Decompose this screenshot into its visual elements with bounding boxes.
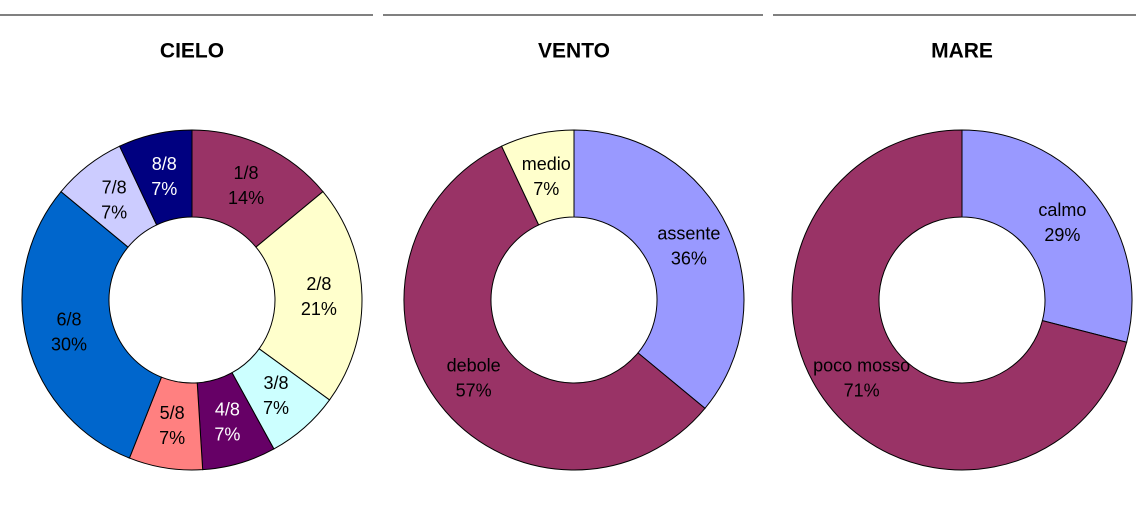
chart-title: MARE [931,40,993,63]
slice-value: 7% [151,179,177,199]
slice-category: 2/8 [306,274,331,294]
slice-value: 14% [228,188,264,208]
slice-category: poco mosso [813,356,910,376]
slice-category: debole [447,356,501,376]
slice [118,129,193,226]
slice [791,129,1128,471]
slice-category: assente [657,224,720,244]
chart-title: VENTO [538,40,610,63]
slice [255,190,363,401]
slice-value: 7% [263,398,289,418]
slice-value: 36% [671,249,707,269]
slice-category: calmo [1038,200,1086,220]
slice [961,129,1133,343]
chart-title: CIELO [160,40,224,63]
slice-value: 7% [533,179,559,199]
slice-value: 7% [101,202,127,222]
slice [21,190,163,459]
slice-category: medio [522,154,571,174]
slice-category: 4/8 [215,400,240,420]
slice-value: 30% [51,334,87,354]
slice-category: 3/8 [263,373,288,393]
slice-value: 21% [301,299,337,319]
slice-category: 5/8 [160,403,185,423]
slice-category: 1/8 [234,163,259,183]
slice-value: 7% [214,425,240,445]
slice-value: 7% [159,428,185,448]
slice-value: 29% [1044,225,1080,245]
slice [403,145,706,471]
slice [573,129,745,410]
slice [500,129,575,226]
slice-value: 57% [456,381,492,401]
slice-category: 6/8 [56,309,81,329]
slice-category: 7/8 [102,177,127,197]
slice-value: 71% [844,381,880,401]
slice-category: 8/8 [152,154,177,174]
